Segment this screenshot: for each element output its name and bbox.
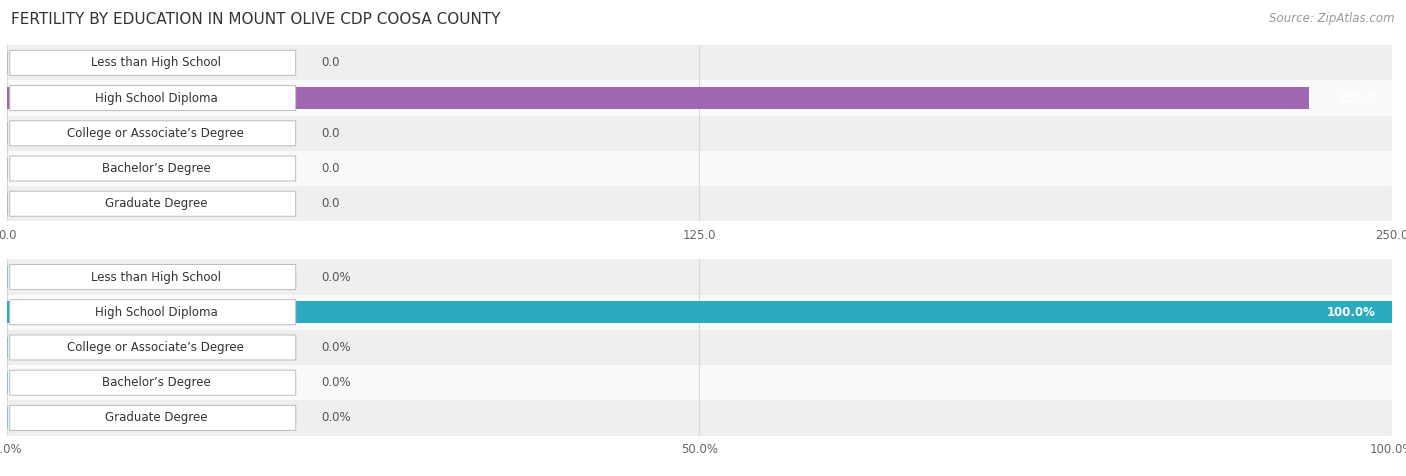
Text: 0.0%: 0.0% — [322, 270, 352, 284]
Text: 0.0%: 0.0% — [322, 411, 352, 425]
Text: 0.0%: 0.0% — [322, 341, 352, 354]
Bar — [7, 116, 1392, 151]
Bar — [7, 259, 1392, 295]
Text: College or Associate’s Degree: College or Associate’s Degree — [67, 341, 245, 354]
Text: 0.0: 0.0 — [322, 56, 340, 69]
FancyBboxPatch shape — [10, 406, 295, 430]
FancyBboxPatch shape — [10, 191, 295, 216]
Text: 100.0%: 100.0% — [1326, 306, 1375, 319]
Text: Bachelor’s Degree: Bachelor’s Degree — [101, 162, 211, 175]
Text: 0.0: 0.0 — [322, 162, 340, 175]
Text: Less than High School: Less than High School — [91, 270, 221, 284]
FancyBboxPatch shape — [10, 86, 295, 110]
FancyBboxPatch shape — [10, 335, 295, 360]
Text: Less than High School: Less than High School — [91, 56, 221, 69]
Bar — [7, 186, 1392, 221]
Text: 0.0: 0.0 — [322, 127, 340, 140]
Text: College or Associate’s Degree: College or Associate’s Degree — [67, 127, 245, 140]
Bar — [7, 330, 1392, 365]
Text: Graduate Degree: Graduate Degree — [104, 197, 207, 210]
FancyBboxPatch shape — [10, 370, 295, 395]
Text: FERTILITY BY EDUCATION IN MOUNT OLIVE CDP COOSA COUNTY: FERTILITY BY EDUCATION IN MOUNT OLIVE CD… — [11, 12, 501, 27]
FancyBboxPatch shape — [10, 300, 295, 325]
Text: Source: ZipAtlas.com: Source: ZipAtlas.com — [1270, 12, 1395, 25]
Bar — [7, 400, 1392, 436]
Bar — [7, 295, 1392, 330]
FancyBboxPatch shape — [10, 121, 295, 146]
Text: 235.0: 235.0 — [1339, 91, 1375, 105]
Bar — [7, 301, 1392, 323]
FancyBboxPatch shape — [10, 156, 295, 181]
FancyBboxPatch shape — [10, 265, 295, 289]
Bar — [7, 45, 1392, 80]
Bar — [7, 80, 1392, 116]
Text: High School Diploma: High School Diploma — [94, 306, 218, 319]
Bar — [7, 365, 1392, 400]
FancyBboxPatch shape — [10, 50, 295, 75]
Text: 0.0: 0.0 — [322, 197, 340, 210]
Text: Graduate Degree: Graduate Degree — [104, 411, 207, 425]
Text: 0.0%: 0.0% — [322, 376, 352, 389]
Text: High School Diploma: High School Diploma — [94, 91, 218, 105]
Bar — [7, 151, 1392, 186]
Text: Bachelor’s Degree: Bachelor’s Degree — [101, 376, 211, 389]
Bar — [7, 87, 1309, 109]
